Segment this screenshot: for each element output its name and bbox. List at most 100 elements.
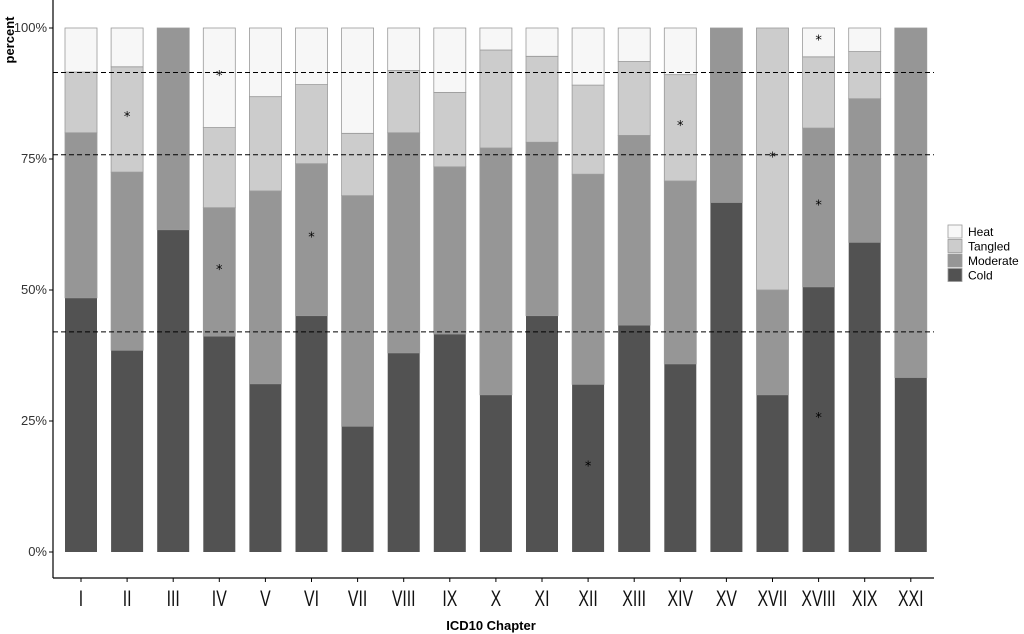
bar-VII-tangled — [341, 132, 375, 197]
bar-XVIII-cold — [802, 286, 835, 552]
bar-I-tangled — [64, 71, 98, 134]
y-ticks: 0% 25% 50% 75% 100% — [14, 20, 53, 559]
x-tick-label: II — [123, 588, 132, 612]
x-tick-label: VIII — [392, 588, 416, 612]
x-tick-label: V — [260, 588, 271, 612]
bar-V-cold — [249, 383, 282, 552]
bar-XIII-heat — [617, 27, 651, 62]
bar-V-tangled — [248, 96, 282, 192]
bar-XIII-cold — [618, 325, 651, 552]
bar-II-heat — [110, 27, 144, 68]
reference-lines — [53, 72, 934, 333]
bar-IV-heat — [202, 27, 236, 128]
bar-XIX-tangled — [848, 51, 882, 100]
legend-label-tangled: Tangled — [968, 240, 1010, 254]
legend-swatch-tangled — [947, 239, 963, 253]
bar-XXI-moderate — [894, 27, 928, 378]
bar-IV-moderate — [202, 207, 236, 337]
bar-VIII-heat — [387, 27, 421, 71]
bar-IX-tangled — [433, 92, 467, 168]
bar-XXI-cold — [894, 377, 927, 552]
x-axis-title: ICD10 Chapter — [446, 618, 536, 633]
bar-XIX-heat — [848, 27, 882, 52]
bar-XII-cold — [572, 384, 605, 552]
bar-I-heat — [64, 27, 98, 73]
annotation-marker: * — [216, 69, 223, 84]
bar-IX-heat — [433, 27, 467, 93]
bar-XII-moderate — [571, 173, 605, 385]
x-tick-label: X — [491, 588, 502, 612]
legend-label-cold: Cold — [968, 269, 993, 283]
bar-XI-moderate — [525, 141, 559, 317]
bar-I-moderate — [64, 132, 98, 299]
bar-XI-cold — [526, 315, 558, 552]
annotation-marker: * — [769, 150, 776, 165]
y-tick-label: 100% — [14, 20, 48, 35]
bar-IX-moderate — [433, 166, 467, 335]
y-tick-label: 0% — [28, 544, 47, 559]
bar-X-cold — [479, 394, 512, 552]
annotation-marker: * — [308, 231, 315, 246]
x-tick-label: XVII — [758, 588, 788, 612]
bar-X-moderate — [479, 147, 513, 396]
bar-XIII-moderate — [617, 135, 651, 326]
bar-III-cold — [157, 229, 190, 553]
bar-XV-moderate — [710, 27, 743, 203]
annotation-marker: * — [585, 460, 592, 475]
bar-II-cold — [111, 350, 144, 552]
bar-XVII-moderate — [756, 289, 789, 396]
bar-VII-cold — [341, 426, 374, 552]
bar-XIX-cold — [848, 242, 881, 553]
x-tick-label: XXI — [898, 588, 924, 612]
bar-XIV-tangled — [663, 74, 697, 182]
bar-XI-heat — [525, 27, 559, 57]
x-tick-label: XVIII — [801, 588, 835, 612]
bar-XI-tangled — [525, 55, 559, 143]
bar-VI-heat — [295, 27, 328, 85]
bar-XVII-cold — [756, 394, 789, 552]
bar-XII-heat — [571, 27, 605, 86]
annotation-marker: * — [815, 34, 822, 49]
x-tick-label: VI — [304, 588, 319, 612]
legend-label-moderate: Moderate — [968, 254, 1019, 268]
bar-VI-tangled — [295, 84, 328, 165]
axes — [52, 0, 934, 579]
x-tick-label: I — [79, 588, 83, 612]
bar-VI-moderate — [295, 163, 328, 317]
bar-VIII-tangled — [387, 70, 421, 134]
legend-swatch-moderate — [947, 253, 963, 268]
bar-II-moderate — [110, 171, 144, 351]
legend-swatch-cold — [947, 268, 963, 282]
significance-markers: * * * * * * * * * * — [124, 34, 822, 475]
y-axis-title: percent — [2, 16, 17, 64]
annotation-marker: * — [815, 199, 822, 214]
annotation-marker: * — [216, 263, 223, 278]
bar-VII-moderate — [341, 195, 375, 427]
bar-V-heat — [248, 27, 282, 98]
y-tick-label: 75% — [21, 151, 47, 166]
bar-IX-cold — [433, 334, 466, 552]
bar-IV-tangled — [202, 127, 236, 209]
x-tick-label: XII — [578, 588, 597, 612]
annotation-marker: * — [677, 119, 684, 134]
bars-layer — [64, 27, 928, 553]
bar-VIII-moderate — [387, 132, 421, 354]
bar-X-tangled — [479, 49, 513, 149]
bar-VI-cold — [295, 315, 328, 552]
annotation-marker: * — [815, 411, 822, 426]
x-tick-label: III — [167, 588, 180, 612]
x-tick-label: IX — [442, 588, 457, 612]
bar-V-moderate — [248, 190, 282, 385]
x-tick-label: IV — [212, 588, 227, 612]
bar-VIII-cold — [387, 352, 420, 552]
bar-I-cold — [65, 297, 97, 552]
bar-XVIII-tangled — [802, 56, 835, 129]
bar-XIII-tangled — [617, 61, 651, 136]
bar-VII-heat — [341, 27, 375, 134]
bar-XV-cold — [710, 202, 743, 552]
bar-III-moderate — [156, 27, 190, 231]
x-tick-label: XV — [716, 588, 737, 612]
annotation-marker: * — [124, 110, 131, 125]
